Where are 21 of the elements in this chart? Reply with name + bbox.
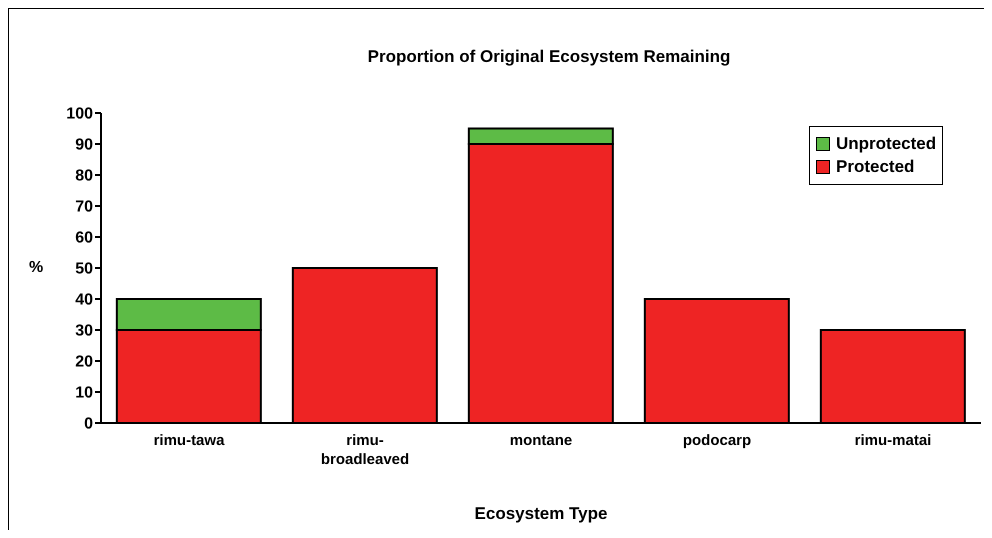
x-tick-label: rimu-broadleaved [320,432,410,468]
y-tick-label: 20 [75,354,94,371]
y-tick-label: 80 [75,168,94,185]
x-tick-label: rimu-tawa [154,432,226,449]
y-axis-title: % [29,259,44,277]
y-tick-label: 40 [75,292,94,309]
y-tick-label: 70 [75,198,94,216]
y-tick-label: 60 [75,230,94,247]
y-tick-label: 10 [75,384,94,402]
y-tick-label: 90 [75,136,94,154]
legend-label: Protected [836,157,914,177]
x-tick-label: montane [510,432,572,449]
y-tick-label: 30 [75,322,94,340]
x-tick-label: rimu-matai [854,432,932,449]
y-tick-label: 100 [66,106,94,123]
x-tick-label: podocarp [682,432,752,449]
legend-label: Unprotected [836,134,936,154]
y-tick-label: 50 [75,260,94,278]
chart-title: Proportion of Original Ecosystem Remaining [366,47,732,67]
x-axis-title: Ecosystem Type [474,504,608,523]
y-tick-label: 0 [84,416,94,433]
